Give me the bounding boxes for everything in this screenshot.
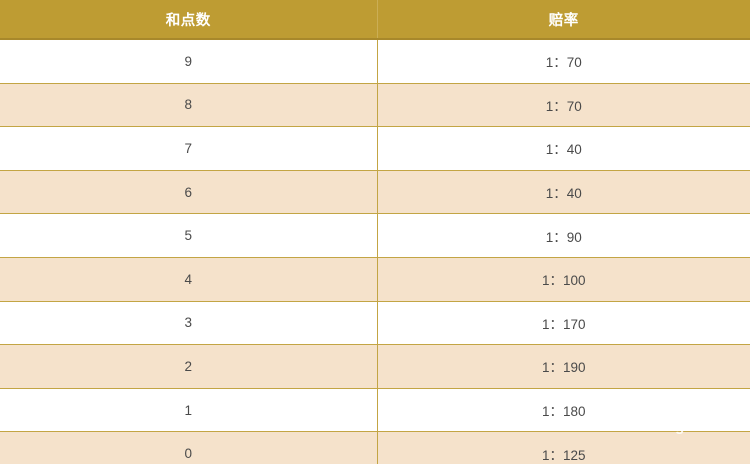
column-header-points: 和点数	[0, 0, 378, 40]
table-row: 0 1：125	[0, 431, 750, 464]
table-row: 7 1：40	[0, 126, 750, 171]
cell-odds: 1：90	[377, 213, 750, 258]
cell-points: 1	[0, 388, 378, 433]
cell-odds: 1：125	[377, 431, 750, 464]
table-header: 和点数 赔率	[0, 0, 750, 40]
cell-points: 8	[0, 83, 378, 128]
table-header-row: 和点数 赔率	[0, 0, 750, 40]
cell-points: 3	[0, 301, 378, 346]
table-row: 4 1：100	[0, 257, 750, 302]
cell-points: 2	[0, 344, 378, 389]
cell-odds: 1：180	[377, 388, 750, 433]
cell-odds: 1：190	[377, 344, 750, 389]
cell-points: 9	[0, 39, 378, 84]
table-row: 6 1：40	[0, 170, 750, 215]
cell-points: 5	[0, 213, 378, 258]
cell-odds: 1：40	[377, 126, 750, 171]
cell-odds: 1：40	[377, 170, 750, 215]
cell-points: 7	[0, 126, 378, 171]
column-header-odds: 赔率	[377, 0, 750, 40]
table-row: 3 1：170	[0, 301, 750, 346]
table-body: 9 1：70 8 1：70 7 1：40 6 1：40 5 1：90 4 1：100 3 1：170 2 1：…	[0, 39, 750, 464]
cell-odds: 1：170	[377, 301, 750, 346]
cell-odds: 1：70	[377, 83, 750, 128]
table-row: 2 1：190	[0, 344, 750, 389]
cell-points: 4	[0, 257, 378, 302]
table-row: 5 1：90	[0, 213, 750, 258]
table-row: 8 1：70	[0, 83, 750, 128]
cell-points: 0	[0, 431, 378, 464]
table-row: 9 1：70	[0, 39, 750, 84]
cell-odds: 1：70	[377, 39, 750, 84]
cell-points: 6	[0, 170, 378, 215]
table-row: 1 1：180	[0, 388, 750, 433]
cell-odds: 1：100	[377, 257, 750, 302]
